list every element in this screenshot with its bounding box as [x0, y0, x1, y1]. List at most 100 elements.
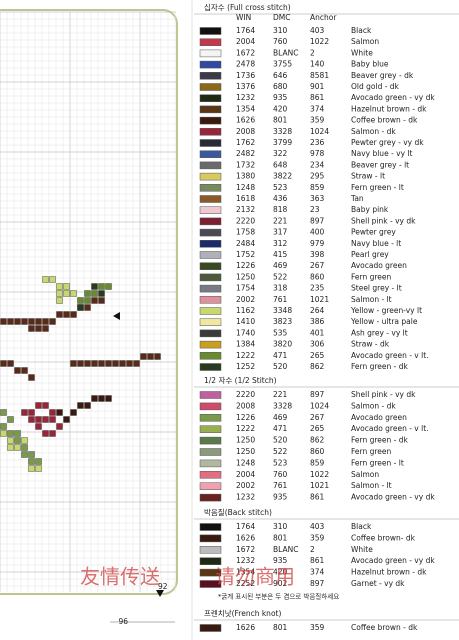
key-anchor: 861: [310, 93, 325, 102]
stitch: [42, 430, 49, 437]
stitch: [21, 409, 28, 416]
stitch: [98, 283, 105, 290]
key-win: 1162: [236, 306, 255, 315]
key-name: Black: [351, 522, 372, 531]
key-dmc: 471: [273, 351, 288, 360]
key-dmc: 760: [273, 37, 288, 46]
stitch: [21, 318, 28, 325]
stitch: [21, 444, 28, 451]
key-name: Avocado green - v lt.: [351, 351, 429, 360]
color-swatch: [199, 217, 222, 226]
key-win: 2482: [236, 149, 255, 158]
color-swatch: [199, 493, 222, 502]
key-dmc: 318: [273, 284, 288, 293]
key-dmc: 935: [273, 493, 288, 502]
key-name: Beaver grey - dk: [351, 71, 414, 80]
key-win: 1248: [236, 458, 255, 467]
section-title: 십자수 (Full cross stitch): [204, 3, 291, 12]
key-dmc: 312: [273, 239, 288, 248]
stitch: [42, 416, 49, 423]
chart-stitches: [0, 276, 161, 472]
stitch: [56, 423, 63, 430]
key-name: Coffee brown - dk: [351, 623, 418, 632]
key-name: Fern green - dk: [351, 362, 409, 371]
key-dmc: 3328: [273, 127, 292, 136]
key-name: Garnet - vy dk: [351, 579, 405, 588]
color-swatch: [199, 228, 222, 237]
key-win: 1226: [236, 261, 255, 270]
key-name: Salmon - dk: [351, 127, 396, 136]
key-win: 1232: [236, 493, 255, 502]
key-anchor: 901: [310, 82, 325, 91]
stitch: [105, 360, 112, 367]
color-swatch: [199, 482, 222, 490]
key-anchor: 265: [310, 424, 325, 433]
color-swatch: [199, 195, 222, 203]
color-swatch: [199, 448, 222, 456]
key-win: 1222: [236, 351, 255, 360]
key-win: 1764: [236, 26, 255, 35]
key-win: 2008: [236, 127, 255, 136]
key-anchor: 2: [310, 545, 315, 554]
key-win: 1754: [236, 284, 255, 293]
key-anchor: 400: [310, 228, 325, 237]
color-swatch: [199, 414, 222, 422]
key-anchor: 861: [310, 493, 325, 502]
key-anchor: 979: [310, 239, 325, 248]
chart-frame: [0, 9, 178, 595]
color-swatch: [199, 402, 222, 411]
stitch: [98, 297, 105, 304]
color-swatch: [199, 436, 222, 445]
stitch: [35, 318, 42, 325]
key-name: Navy blue - lt: [351, 239, 401, 248]
key-win: 2004: [236, 470, 255, 479]
key-dmc: 902: [273, 579, 288, 588]
key-win: 1410: [236, 317, 255, 326]
color-swatch: [199, 27, 222, 35]
key-dmc: 520: [273, 436, 288, 445]
stitch: [63, 311, 70, 318]
stitch: [0, 430, 7, 437]
key-win: 2008: [236, 401, 255, 410]
key-dmc: 221: [273, 216, 288, 225]
key-anchor: 8581: [310, 71, 329, 80]
key-anchor: 1022: [310, 470, 329, 479]
color-swatch: [199, 391, 222, 399]
key-win: 1226: [236, 413, 255, 422]
key-name: Yellow - green-vy lt: [350, 306, 422, 315]
key-dmc: 680: [273, 82, 288, 91]
stitch: [49, 416, 56, 423]
key-win: 2002: [236, 295, 255, 304]
key-name: Pearl grey: [351, 250, 389, 259]
key-win: 1232: [236, 93, 255, 102]
key-anchor: 403: [310, 522, 325, 531]
key-anchor: 140: [310, 60, 325, 69]
key-win: 1758: [236, 228, 255, 237]
stitch: [70, 360, 77, 367]
stitch: [77, 304, 84, 311]
key-name: Salmon - lt: [351, 295, 392, 304]
key-anchor: 862: [310, 362, 325, 371]
key-anchor: 236: [310, 138, 325, 147]
stitch: [49, 318, 56, 325]
stitch: [35, 416, 42, 423]
key-dmc: 801: [273, 623, 288, 632]
color-swatch: [199, 240, 222, 248]
stitch: [0, 423, 7, 430]
key-dmc: 523: [273, 183, 288, 192]
key-anchor: 2: [310, 48, 315, 57]
stitch: [91, 395, 98, 402]
color-swatch: [199, 262, 222, 270]
stitch: [49, 276, 56, 283]
stitch: [77, 402, 84, 409]
key-dmc: BLANC: [273, 545, 298, 554]
key-dmc: 420: [273, 568, 288, 577]
stitch: [84, 290, 91, 297]
key-anchor: 265: [310, 351, 325, 360]
key-name: Hazelnut brown - dk: [351, 568, 427, 577]
stitch: [56, 290, 63, 297]
key-name: Fern green: [351, 447, 392, 456]
stitch: [49, 409, 56, 416]
key-dmc: 3755: [273, 60, 292, 69]
